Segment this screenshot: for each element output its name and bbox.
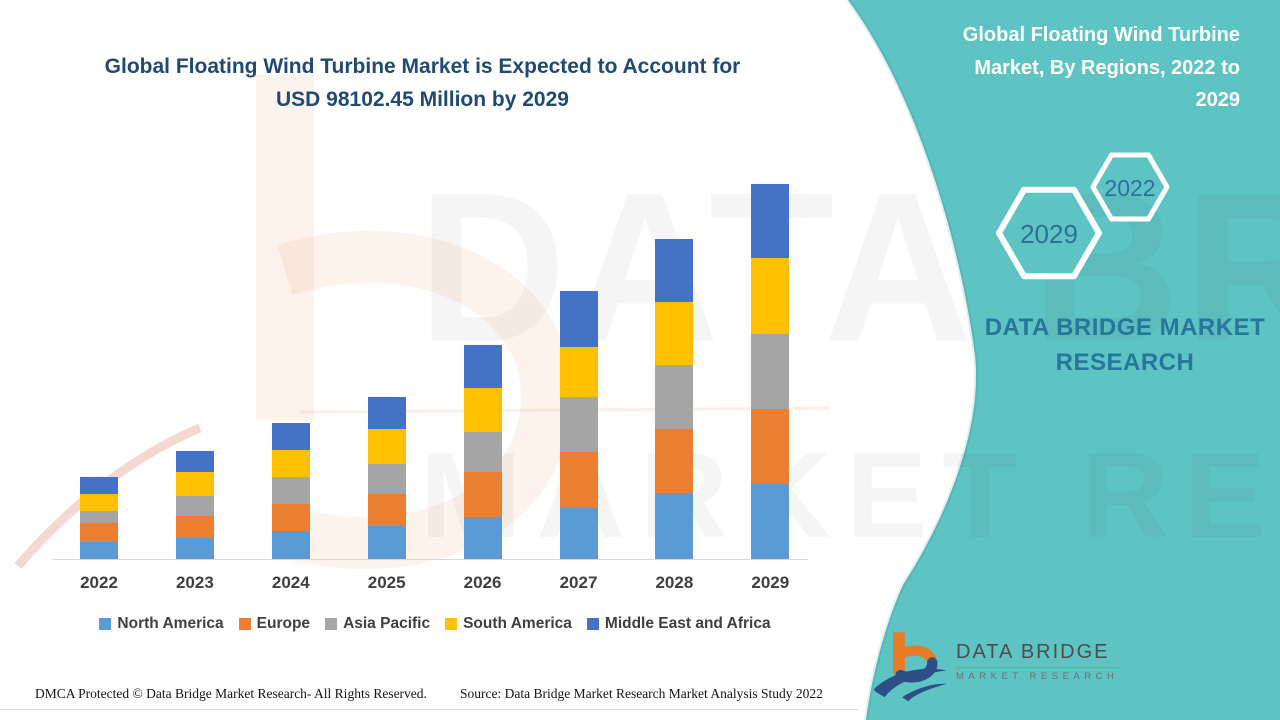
bar-segment-2026-europe: [463, 472, 502, 518]
legend-swatch-south-america: [445, 618, 458, 630]
legend-item-south-america: South America: [445, 615, 572, 633]
bar-segment-2027-middle-east-and-africa: [559, 290, 598, 347]
legend-swatch-asia-pacific: [325, 618, 338, 630]
legend-swatch-europe: [238, 618, 251, 630]
bar-segment-2024-south-america: [271, 450, 310, 478]
bar-segment-2027-south-america: [559, 346, 598, 397]
x-axis-label-2025: 2025: [367, 573, 406, 592]
bar-segment-2029-asia-pacific: [751, 334, 790, 409]
bar-segment-2022-europe: [80, 523, 118, 543]
bar-2024: [271, 422, 310, 559]
legend-item-europe: Europe: [238, 615, 311, 633]
bar-2029: [751, 184, 790, 559]
bar-segment-2022-south-america: [80, 493, 118, 512]
bar-segment-2023-south-america: [175, 472, 214, 496]
panel-title: Global Floating Wind Turbine Market, By …: [918, 19, 1240, 117]
bar-segment-2028-middle-east-and-africa: [655, 239, 694, 302]
bar-2028: [655, 239, 694, 559]
bar-segment-2023-north-america: [175, 538, 214, 559]
legend-item-asia-pacific: Asia Pacific: [325, 615, 430, 633]
legend-item-north-america: North America: [99, 615, 224, 633]
chart-title-line1: Global Floating Wind Turbine Market is E…: [104, 55, 741, 78]
panel-title-line2: Market, By Regions, 2022 to: [974, 56, 1240, 79]
hexagon-2029-label: 2029: [1020, 219, 1078, 249]
teal-panel-shape: [848, 0, 1280, 720]
footer-dmca: DMCA Protected © Data Bridge Market Rese…: [35, 686, 427, 701]
bar-segment-2022-north-america: [80, 542, 118, 559]
panel-title-line3: 2029: [1195, 89, 1241, 111]
bar-segment-2023-middle-east-and-africa: [175, 451, 214, 473]
teal-panel-edge-shadow: [846, 0, 978, 720]
legend-swatch-north-america: [99, 618, 112, 630]
legend-label-north-america: North America: [117, 615, 224, 632]
bar-segment-2026-south-america: [463, 387, 502, 432]
bar-segment-2025-europe: [367, 494, 406, 527]
footer-source: Source: Data Bridge Market Research Mark…: [460, 686, 823, 701]
legend: North America Europe Asia Pacific South Ame…: [35, 615, 835, 633]
x-axis-label-2026: 2026: [463, 573, 502, 592]
bar-segment-2027-north-america: [559, 508, 598, 559]
legend-label-asia-pacific: Asia Pacific: [343, 615, 431, 632]
dbmr-logo-icon: [873, 632, 948, 702]
hexagon-2022-label: 2022: [1104, 175, 1156, 201]
bar-segment-2025-asia-pacific: [367, 463, 406, 495]
x-axis-label-2024: 2024: [271, 573, 310, 592]
legend-swatch-middle-east-and-africa: [586, 618, 599, 630]
bar-segment-2029-europe: [751, 409, 790, 485]
panel-caption: DATA BRIDGE MARKET RESEARCH: [970, 310, 1280, 380]
panel-caption-line1: DATA BRIDGE MARKET: [984, 314, 1266, 341]
legend-label-south-america: South America: [463, 615, 572, 632]
chart-title: Global Floating Wind Turbine Market is E…: [0, 50, 845, 116]
panel-title-line1: Global Floating Wind Turbine: [962, 24, 1240, 46]
chart-title-line2: USD 98102.45 Million by 2029: [276, 88, 569, 111]
bar-2025: [367, 397, 406, 559]
x-axis-label-2023: 2023: [175, 573, 214, 592]
footer-divider: [0, 709, 858, 710]
bar-segment-2026-north-america: [463, 517, 502, 559]
logo-title: DATA BRIDGE: [956, 641, 1119, 668]
bar-segment-2028-europe: [655, 429, 694, 493]
bar-segment-2024-europe: [271, 503, 310, 532]
logo-subtitle: MARKET RESEARCH: [956, 670, 1119, 682]
bar-2027: [559, 290, 598, 559]
bar-segment-2025-south-america: [367, 429, 406, 464]
bar-segment-2026-asia-pacific: [463, 431, 502, 473]
bar-segment-2022-asia-pacific: [80, 511, 118, 524]
bar-segment-2024-middle-east-and-africa: [271, 422, 310, 451]
bar-segment-2025-middle-east-and-africa: [367, 397, 406, 430]
bar-segment-2023-asia-pacific: [175, 495, 214, 516]
bar-segment-2028-south-america: [655, 301, 694, 366]
x-axis-label-2022: 2022: [80, 573, 118, 592]
legend-label-europe: Europe: [256, 615, 311, 632]
bar-segment-2029-south-america: [751, 258, 790, 335]
x-axis-label-2027: 2027: [559, 573, 598, 592]
x-axis-label-2029: 2029: [751, 573, 790, 592]
legend-item-middle-east-and-africa: Middle East and Africa: [586, 615, 771, 633]
bar-segment-2024-asia-pacific: [271, 477, 310, 504]
bar-segment-2026-middle-east-and-africa: [463, 344, 502, 388]
bar-2026: [463, 344, 502, 559]
bar-2023: [175, 451, 214, 559]
panel-caption-line2: RESEARCH: [1055, 349, 1195, 376]
bar-segment-2029-middle-east-and-africa: [751, 184, 790, 259]
dbmr-logo: DATA BRIDGE MARKET RESEARCH: [870, 626, 1119, 702]
dbmr-logo-text: DATA BRIDGE MARKET RESEARCH: [956, 641, 1119, 682]
bar-2022: [80, 477, 118, 559]
bar-segment-2023-europe: [175, 515, 214, 539]
bar-segment-2029-north-america: [751, 484, 790, 559]
bar-segment-2028-north-america: [655, 493, 694, 559]
bar-segment-2025-north-america: [367, 526, 406, 559]
x-axis-line: [52, 559, 808, 560]
bar-segment-2024-north-america: [271, 531, 310, 559]
legend-label-middle-east-and-africa: Middle East and Africa: [604, 615, 771, 632]
bar-segment-2022-middle-east-and-africa: [80, 477, 118, 494]
bar-segment-2028-asia-pacific: [655, 365, 694, 430]
bar-segment-2027-asia-pacific: [559, 396, 598, 453]
x-axis-label-2028: 2028: [655, 573, 694, 592]
bar-segment-2027-europe: [559, 452, 598, 509]
